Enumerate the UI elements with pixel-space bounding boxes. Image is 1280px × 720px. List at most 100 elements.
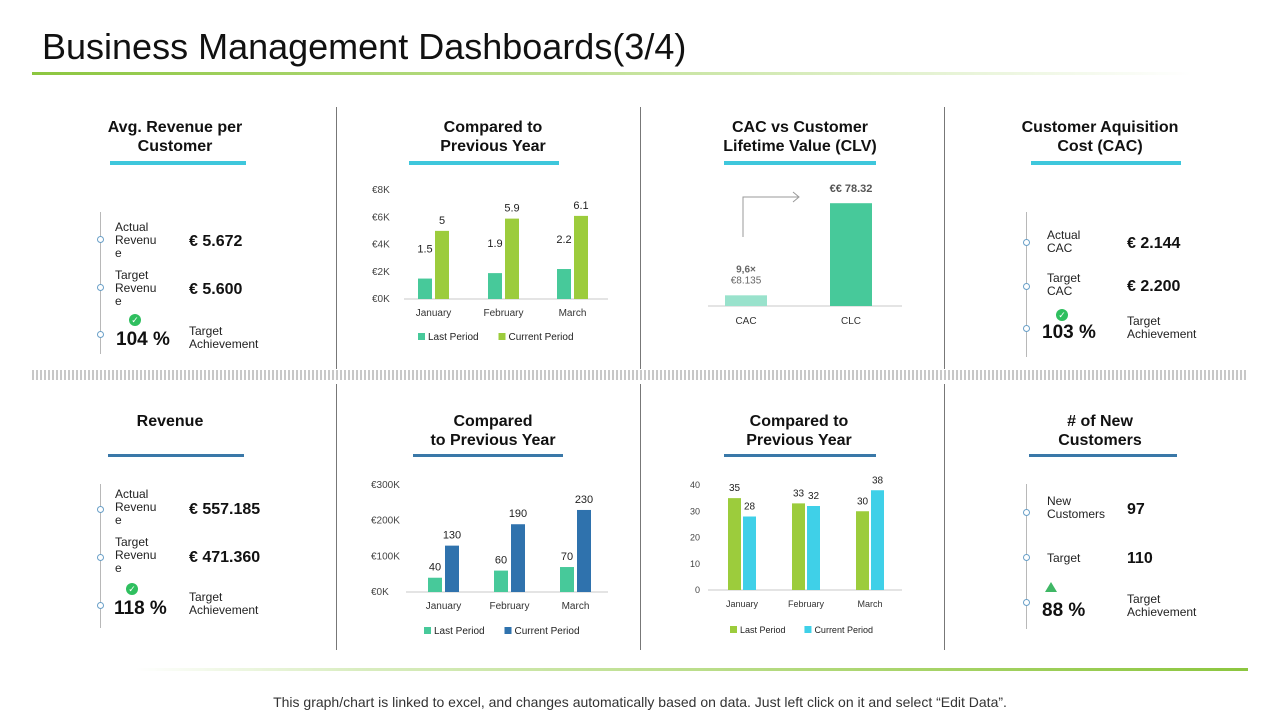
cac-vs-clv-title: CAC vs Customer Lifetime Value (CLV) [723,119,877,155]
target-achievement-value: 103 % [1042,322,1096,343]
new-customers-underline [1029,454,1177,457]
cac-underline [1031,161,1181,165]
bar [560,567,574,592]
kpi-dot [1023,509,1030,516]
data-label: 38 [872,475,884,486]
x-tick-label: January [416,308,452,319]
kpi-dot [97,554,104,561]
data-label: 30 [857,496,869,507]
x-tick-label: March [562,601,590,612]
actual-revenue-value: € 5.672 [189,233,243,250]
legend-swatch [804,626,812,633]
data-label: 2.2 [556,234,571,246]
data-label: 28 [744,502,756,513]
arrow-right-icon [792,191,800,203]
revenue-underline [108,454,244,457]
kpi-dot [97,331,104,338]
cac-title: Customer Aquisition Cost (CAC) [1021,119,1179,155]
kpi-dot [1023,599,1030,606]
y-tick-label: 40 [690,480,700,490]
avg-revenue-underline [110,161,246,165]
x-tick-label: March [857,599,882,609]
x-tick-label: February [483,308,523,319]
ratio-arrow-line [742,196,798,237]
data-label: 33 [793,488,805,499]
page-title: Business Management Dashboards(3/4) [42,26,687,67]
bar [725,295,767,306]
bar [871,490,884,590]
target-achievement-value: 88 % [1042,600,1086,621]
new-customers-title: # of New Customers [1058,413,1142,449]
bar [511,524,525,592]
y-tick-label: €4K [372,240,390,251]
kpi-dot [1023,554,1030,561]
actual-revenue-value: € 557.185 [189,501,261,518]
kpi-dot [1023,239,1030,246]
title-underline [32,72,1192,75]
bar [557,269,571,299]
y-tick-label: 10 [690,559,700,569]
target-achievement-label: Target Achievement [1127,592,1197,619]
data-label: 40 [429,562,441,574]
check-circle-icon: ✓ [126,583,138,595]
data-label: 35 [729,483,741,494]
revenue-title: Revenue [136,413,204,430]
kpi-dot [97,284,104,291]
legend-label: Last Period [434,626,485,637]
target-revenue-label: Target Revenu e [115,268,157,308]
data-label: 130 [443,530,461,542]
actual-revenue-label: Actual Revenu e [115,220,157,260]
kpi-dot [97,602,104,609]
revenue-comparison-chart: €0K €100K €200K €300K 40 130 January 60 190 Febru… [371,480,608,637]
bar [435,230,449,299]
target-achievement-value: 118 % [114,598,167,619]
target-cac-label: Target CAC [1047,271,1081,298]
data-label: 70 [561,551,573,563]
target-revenue-value: € 5.600 [189,281,243,298]
check-circle-icon: ✓ [1056,309,1068,321]
legend-label: Last Period [740,625,786,635]
new-customers-value: 97 [1127,501,1145,518]
y-tick-label: €0K [372,294,390,305]
legend-swatch [424,627,431,634]
column-divider [944,107,945,369]
x-tick-label: February [788,599,825,609]
actual-cac-label: Actual CAC [1047,228,1081,255]
kpi-dot [1023,325,1030,332]
compared-prev-year-underline [409,161,559,165]
target-customers-value: 110 [1127,550,1153,567]
y-tick-label: €200K [371,516,400,527]
target-revenue-label: Target Revenu e [115,535,157,575]
data-label: 230 [575,494,593,506]
actual-revenue-label: Actual Revenu e [115,487,157,527]
x-tick-label: CLC [841,316,861,327]
row-separator [32,370,1248,380]
kpi-dot [97,506,104,513]
bar [574,215,588,299]
column-divider [640,384,641,650]
data-label: 5.9 [504,203,519,215]
bar [418,278,432,299]
y-tick-label: €2K [372,267,390,278]
data-label: €€ 78.32 [830,183,873,195]
column-divider [336,107,337,369]
target-cac-value: € 2.200 [1127,278,1181,295]
revenue-comparison-title: Compared to Previous Year [430,413,556,449]
column-divider [944,384,945,650]
footer-line [135,668,1248,671]
data-label: €8.135 [731,275,762,286]
x-tick-label: CAC [735,316,756,327]
customers-comparison-title: Compared to Previous Year [746,413,852,449]
kpi-timeline [100,212,101,354]
data-label: 6.1 [573,200,588,212]
legend-label: Last Period [428,332,479,343]
check-circle-icon: ✓ [129,314,141,326]
legend-swatch [730,626,737,633]
bar [488,273,502,299]
data-label: 5 [439,215,445,227]
bar [428,577,442,592]
y-tick-label: €300K [371,480,400,491]
customers-comparison-underline [724,454,876,457]
y-tick-label: 0 [695,585,700,595]
